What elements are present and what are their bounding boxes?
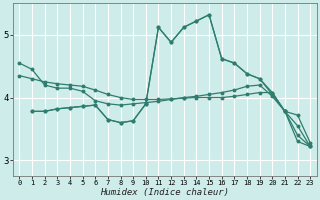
X-axis label: Humidex (Indice chaleur): Humidex (Indice chaleur) bbox=[100, 188, 229, 197]
